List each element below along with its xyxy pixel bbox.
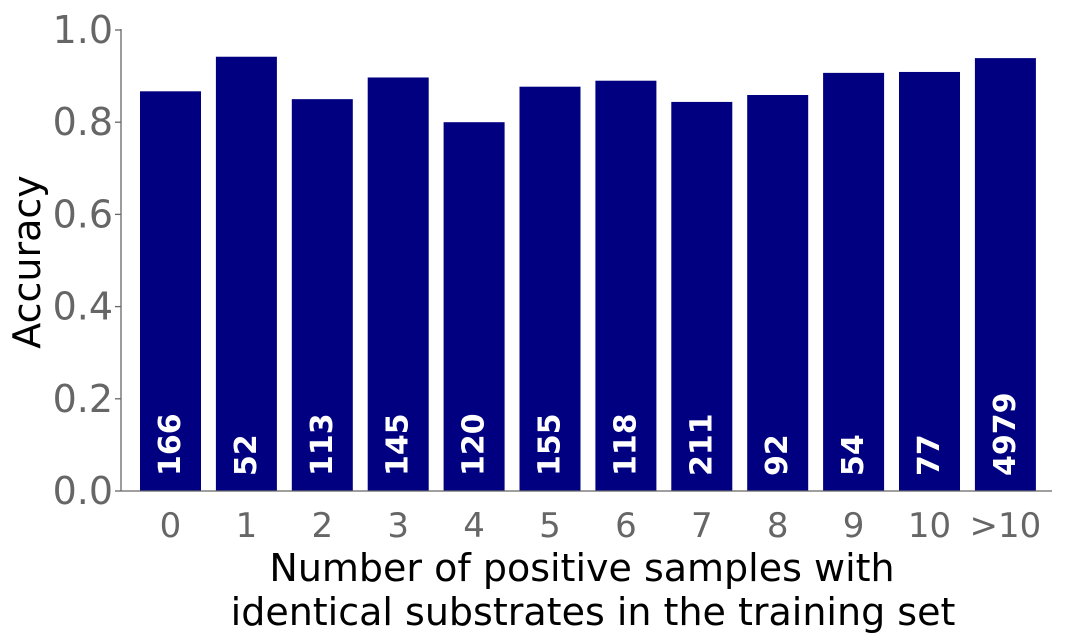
- x-axis-label-line-2: identical substrates in the training set: [231, 590, 956, 634]
- bar-count-label-5: 155: [533, 413, 568, 476]
- y-tick-label-4: 0.8: [53, 100, 113, 144]
- bar-11: [974, 58, 1036, 491]
- y-tick-label-3: 0.6: [53, 192, 113, 236]
- x-tick-label-11: >10: [970, 506, 1042, 546]
- bar-count-label-9: 54: [836, 434, 871, 476]
- bar-count-label-2: 113: [305, 413, 340, 476]
- bar-count-labels-group: 166 52 113 145 120 155 118 211 92 54 77 4979: [153, 393, 1023, 477]
- x-tick-label-1: 1: [236, 506, 258, 546]
- y-axis-label: Accuracy: [5, 175, 49, 349]
- bar-count-label-10: 77: [912, 434, 947, 476]
- bar-count-label-4: 120: [457, 413, 492, 476]
- x-tick-label-10: 10: [908, 506, 951, 546]
- y-tick-label-5: 1.0: [53, 8, 113, 52]
- bar-3: [367, 77, 429, 491]
- bar-9: [823, 72, 885, 492]
- bar-count-label-6: 118: [608, 413, 643, 476]
- bar-count-label-11: 4979: [988, 393, 1023, 477]
- x-tick-label-4: 4: [463, 506, 485, 546]
- bar-8: [747, 95, 809, 491]
- x-tick-label-0: 0: [160, 506, 182, 546]
- x-tick-label-9: 9: [843, 506, 865, 546]
- bar-count-label-7: 211: [684, 413, 719, 476]
- bar-0: [140, 91, 201, 492]
- bar-4: [443, 122, 505, 491]
- y-tick-label-1: 0.2: [53, 377, 113, 421]
- x-ticks-group: 0 1 2 3 4 5 6 7 8 9 10 >10: [160, 506, 1042, 546]
- bar-10: [899, 71, 960, 492]
- x-tick-label-3: 3: [387, 506, 409, 546]
- x-axis-label-line-1: Number of positive samples with: [269, 546, 894, 590]
- bar-count-label-8: 92: [760, 434, 795, 476]
- bars-group: [140, 56, 1036, 492]
- bar-1: [215, 56, 277, 491]
- x-tick-label-6: 6: [615, 506, 637, 546]
- bar-6: [595, 80, 657, 492]
- bar-7: [671, 101, 733, 491]
- x-tick-label-7: 7: [691, 506, 713, 546]
- bar-count-label-0: 166: [153, 413, 188, 476]
- x-tick-label-2: 2: [311, 506, 333, 546]
- y-tick-label-2: 0.4: [53, 285, 113, 329]
- bar-5: [519, 86, 581, 491]
- bar-count-label-1: 52: [229, 434, 264, 476]
- x-tick-label-5: 5: [539, 506, 561, 546]
- y-ticks-group: 0.0 0.2 0.4 0.6 0.8 1.0: [53, 8, 121, 513]
- x-tick-label-8: 8: [767, 506, 789, 546]
- bar-count-label-3: 145: [381, 413, 416, 476]
- bar-2: [291, 99, 353, 492]
- y-tick-label-0: 0.0: [53, 469, 113, 513]
- axes-group: [120, 29, 1052, 492]
